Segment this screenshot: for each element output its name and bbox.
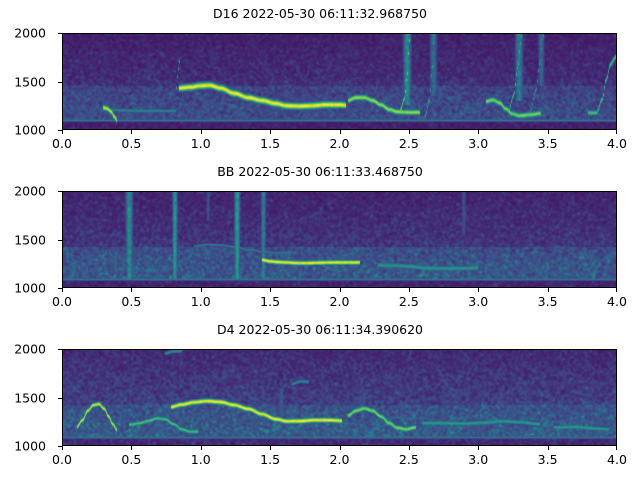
panel-2-xtick-mark — [478, 446, 480, 450]
panel-2-ytick-mark — [58, 397, 62, 399]
panel-2-xtick-mark — [131, 446, 133, 450]
panel-2-xtick-label: 1.5 — [260, 452, 281, 467]
panel-0-xtick-mark — [270, 130, 272, 134]
panel-1-xtick-label: 1.5 — [260, 294, 281, 309]
panel-0-ytick-mark — [58, 81, 62, 83]
panel-0-xtick-mark — [616, 130, 617, 134]
panel-1-ytick-label: 2000 — [14, 183, 46, 199]
panel-2-xtick-label: 2.5 — [398, 452, 419, 467]
panel-0-xtick-mark — [62, 130, 63, 134]
panel-2-ytick-label: 2000 — [14, 341, 46, 357]
panel-2-xtick-label: 3.5 — [537, 452, 558, 467]
panel-1-xtick-mark — [131, 288, 133, 292]
panel-2: D4 2022-05-30 06:11:34.390620 1000 1500 20… — [0, 316, 640, 476]
panel-0-xtick-label: 3.5 — [537, 136, 558, 151]
panel-0-xtick-mark — [478, 130, 480, 134]
panel-0-ytick-mark — [58, 130, 62, 131]
panel-0-xtick-label: 1.5 — [260, 136, 281, 151]
panel-1-xtick-mark — [616, 288, 617, 292]
panel-1-axes — [62, 191, 617, 288]
panel-2-ytick-mark — [58, 349, 62, 350]
panel-0-xtick-mark — [408, 130, 410, 134]
panel-0-spectrogram — [63, 34, 616, 129]
panel-0-xtick-label: 1.0 — [190, 136, 211, 151]
panel-1-title: BB 2022-05-30 06:11:33.468750 — [217, 164, 423, 179]
panel-2-xtick-label: 0.0 — [52, 452, 72, 467]
panel-2-xtick-label: 1.0 — [190, 452, 211, 467]
panel-2-ytick-label: 1500 — [14, 390, 46, 405]
panel-0-ytick-label: 2000 — [14, 25, 46, 41]
panel-2-xtick-mark — [339, 446, 341, 450]
panel-2-xtick-mark — [616, 446, 617, 450]
panel-2-xtick-label: 0.5 — [121, 452, 142, 467]
panel-1-ytick-mark — [58, 191, 62, 192]
panel-1-xtick-mark — [408, 288, 410, 292]
panel-1-xtick-mark — [547, 288, 549, 292]
panel-2-xtick-label: 4.0 — [607, 452, 627, 467]
panel-0: D16 2022-05-30 06:11:32.968750 1000 1500 2… — [0, 0, 640, 160]
panel-2-xtick-mark — [62, 446, 63, 450]
panel-0-xtick-label: 4.0 — [607, 136, 627, 151]
panel-0-xtick-label: 2.0 — [329, 136, 350, 151]
panel-1-xtick-label: 1.0 — [190, 294, 211, 309]
panel-1-xtick-mark — [200, 288, 202, 292]
panel-1-xtick-label: 3.5 — [537, 294, 558, 309]
panel-2-spectrogram — [63, 350, 616, 445]
panel-1-xtick-label: 0.0 — [52, 294, 72, 309]
panel-1-xtick-mark — [478, 288, 480, 292]
panel-1-xtick-mark — [62, 288, 63, 292]
panel-2-xtick-mark — [200, 446, 202, 450]
panel-1-xtick-label: 2.5 — [398, 294, 419, 309]
panel-0-title: D16 2022-05-30 06:11:32.968750 — [213, 6, 427, 21]
panel-1-ytick-label: 1500 — [14, 232, 46, 247]
panel-1-xtick-mark — [339, 288, 341, 292]
panel-0-xtick-label: 2.5 — [398, 136, 419, 151]
panel-1-xtick-mark — [270, 288, 272, 292]
panel-2-ytick-label: 1000 — [14, 438, 46, 454]
panel-0-ytick-label: 1000 — [14, 122, 46, 138]
panel-2-xtick-label: 3.0 — [468, 452, 489, 467]
panel-2-xtick-mark — [547, 446, 549, 450]
panel-0-ytick-label: 1500 — [14, 74, 46, 89]
panel-0-xtick-mark — [131, 130, 133, 134]
panel-0-ytick-mark — [58, 33, 62, 34]
panel-2-xtick-mark — [408, 446, 410, 450]
panel-0-xtick-label: 0.0 — [52, 136, 72, 151]
panel-1-ytick-mark — [58, 239, 62, 241]
panel-0-xtick-mark — [339, 130, 341, 134]
panel-1-spectrogram — [63, 192, 616, 287]
panel-1-ytick-label: 1000 — [14, 280, 46, 296]
panel-1-xtick-label: 0.5 — [121, 294, 142, 309]
panel-1-ytick-mark — [58, 288, 62, 289]
panel-2-xtick-mark — [270, 446, 272, 450]
panel-0-xtick-label: 3.0 — [468, 136, 489, 151]
panel-0-xtick-mark — [200, 130, 202, 134]
panel-0-axes — [62, 33, 617, 130]
panel-0-xtick-mark — [547, 130, 549, 134]
panel-1: BB 2022-05-30 06:11:33.468750 1000 1500 20… — [0, 158, 640, 318]
panel-0-xtick-label: 0.5 — [121, 136, 142, 151]
panel-2-title: D4 2022-05-30 06:11:34.390620 — [217, 322, 423, 337]
panel-2-xtick-label: 2.0 — [329, 452, 350, 467]
panel-1-xtick-label: 4.0 — [607, 294, 627, 309]
panel-1-xtick-label: 3.0 — [468, 294, 489, 309]
panel-2-ytick-mark — [58, 446, 62, 447]
panel-1-xtick-label: 2.0 — [329, 294, 350, 309]
panel-2-axes — [62, 349, 617, 446]
